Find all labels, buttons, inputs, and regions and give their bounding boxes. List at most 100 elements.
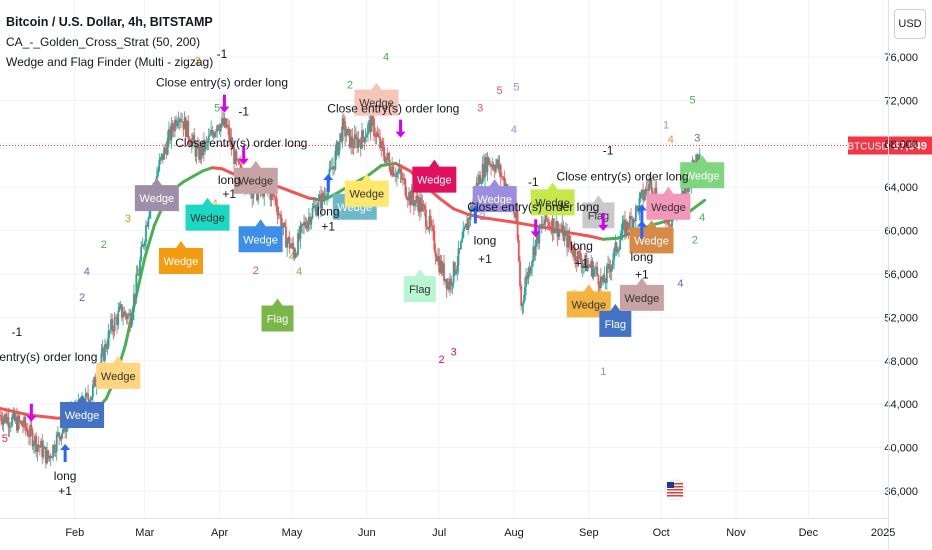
candle-body bbox=[466, 223, 468, 230]
candle-body bbox=[15, 416, 18, 431]
candle-body bbox=[554, 230, 556, 234]
candle-body bbox=[274, 196, 276, 198]
wedge-marker[interactable]: Wedge bbox=[530, 182, 575, 216]
wedge-marker[interactable]: Wedge bbox=[238, 219, 283, 253]
x-tick-label: May bbox=[282, 527, 303, 539]
candle-body bbox=[221, 118, 223, 125]
candle-body bbox=[326, 195, 328, 197]
candle-body bbox=[429, 215, 432, 226]
candle-body bbox=[418, 197, 421, 213]
candle-body bbox=[272, 191, 275, 197]
wedge-marker[interactable]: Wedge bbox=[96, 355, 141, 389]
candle-body bbox=[305, 226, 308, 229]
us-flag-icon[interactable] bbox=[664, 479, 686, 501]
candle-body bbox=[145, 225, 147, 242]
wedge-marker[interactable]: Wedge bbox=[412, 159, 457, 193]
marker-shape bbox=[680, 155, 725, 189]
candle-body bbox=[203, 140, 205, 152]
candle-body bbox=[205, 141, 208, 143]
indicator-wedge-flag[interactable]: Wedge and Flag Finder (Multi - zigzag) bbox=[6, 55, 214, 69]
candle-body bbox=[435, 256, 438, 262]
candle-body bbox=[321, 193, 324, 209]
wave-number: 4 bbox=[699, 212, 705, 224]
candle-body bbox=[478, 175, 480, 185]
candle-body bbox=[311, 207, 314, 218]
candle-body bbox=[294, 253, 297, 258]
trade-label: Close entry(s) order long bbox=[0, 350, 97, 364]
marker-label: Wedge bbox=[190, 213, 225, 225]
candle-body bbox=[119, 304, 122, 307]
candle-body bbox=[567, 234, 570, 248]
wedge-marker[interactable]: Wedge bbox=[134, 178, 179, 212]
candle-body bbox=[432, 226, 435, 231]
candle-body bbox=[233, 147, 235, 164]
wedge-marker[interactable]: Wedge bbox=[185, 197, 230, 231]
candle-body bbox=[35, 435, 38, 452]
wedge-marker[interactable]: Wedge bbox=[566, 284, 611, 318]
flag-marker[interactable]: Flag bbox=[403, 269, 436, 303]
candle-body bbox=[58, 432, 61, 437]
wave-number: 5 bbox=[689, 95, 695, 107]
candle-body bbox=[120, 304, 123, 318]
candle-body bbox=[340, 133, 343, 142]
candle-body bbox=[174, 119, 176, 132]
candle-body bbox=[376, 133, 379, 136]
candle-body bbox=[441, 263, 444, 274]
entry-arrow-up-icon bbox=[470, 205, 481, 224]
candle-body bbox=[102, 347, 105, 361]
candle-body bbox=[584, 255, 587, 264]
x-tick-label: Sep bbox=[579, 527, 599, 539]
candle-body bbox=[403, 177, 406, 180]
flag-marker[interactable]: Flag bbox=[261, 298, 294, 332]
candle-body bbox=[546, 219, 549, 222]
candle-body bbox=[602, 275, 605, 282]
x-tick-label: Feb bbox=[65, 527, 84, 539]
candle-body bbox=[599, 276, 602, 288]
candle-body bbox=[344, 121, 346, 137]
candle-body bbox=[491, 164, 494, 167]
wedge-marker[interactable]: Wedge bbox=[60, 394, 105, 428]
candle-body bbox=[128, 313, 130, 315]
candle-body bbox=[36, 444, 39, 452]
wedge-marker[interactable]: Wedge bbox=[344, 173, 389, 207]
candle-body bbox=[54, 451, 57, 453]
candle-body bbox=[298, 233, 301, 240]
candle-body bbox=[297, 233, 299, 255]
wedge-marker[interactable]: Wedge bbox=[354, 82, 399, 116]
candle-body bbox=[215, 131, 217, 133]
candle-body bbox=[517, 239, 520, 262]
candle-body bbox=[92, 384, 94, 397]
candle-body bbox=[118, 306, 121, 312]
wedge-marker[interactable]: Wedge bbox=[158, 240, 203, 274]
wedge-marker[interactable]: Wedge bbox=[472, 179, 517, 213]
wedge-marker[interactable]: Wedge bbox=[680, 155, 725, 189]
candle-body bbox=[400, 173, 403, 180]
candle-body bbox=[47, 450, 50, 459]
marker-label: Wedge bbox=[625, 293, 660, 305]
candle-body bbox=[198, 145, 200, 160]
candle-body bbox=[589, 265, 591, 268]
currency-button[interactable]: USD bbox=[894, 9, 926, 39]
candle-body bbox=[146, 225, 149, 227]
indicator-golden-cross[interactable]: CA_-_Golden_Cross_Strat (50, 200) bbox=[6, 35, 201, 49]
wedge-marker[interactable]: Wedge bbox=[619, 277, 664, 311]
candle-body bbox=[381, 141, 384, 147]
flag-stripe bbox=[667, 486, 683, 488]
candle-body bbox=[587, 264, 590, 266]
candle-body bbox=[558, 229, 561, 231]
candle-body bbox=[207, 136, 210, 143]
wedge-marker[interactable]: Wedge bbox=[646, 186, 691, 220]
price-badge bbox=[889, 136, 932, 155]
candle-body bbox=[7, 417, 10, 428]
candle-body bbox=[595, 266, 597, 269]
candle-body bbox=[123, 311, 126, 317]
candle-body bbox=[544, 210, 547, 224]
flag-marker[interactable]: Flag bbox=[599, 303, 632, 337]
wave-number: 3 bbox=[477, 102, 483, 114]
wedge-marker[interactable]: Wedge bbox=[233, 160, 278, 194]
trade-label: Close entry(s) order long bbox=[175, 136, 307, 150]
candle-body bbox=[170, 123, 173, 141]
symbol-title[interactable]: Bitcoin / U.S. Dollar, 4h, BITSTAMP bbox=[6, 15, 213, 29]
candle-body bbox=[467, 218, 470, 230]
